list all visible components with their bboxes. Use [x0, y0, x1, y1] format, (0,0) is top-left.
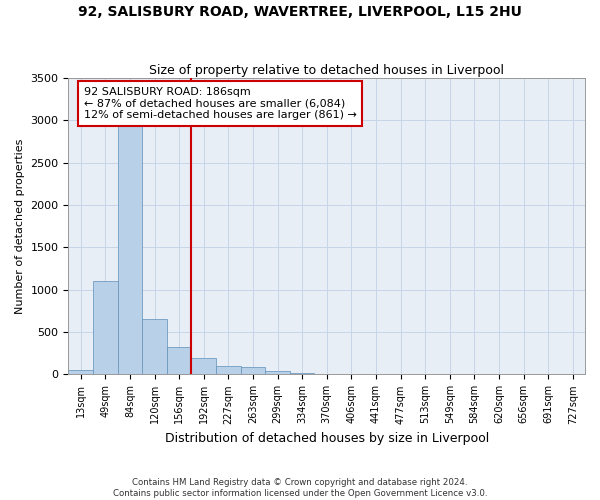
Bar [290, 373, 314, 374]
Text: 92, SALISBURY ROAD, WAVERTREE, LIVERPOOL, L15 2HU: 92, SALISBURY ROAD, WAVERTREE, LIVERPOOL… [78, 5, 522, 19]
Bar [167, 346, 191, 374]
Y-axis label: Number of detached properties: Number of detached properties [15, 138, 25, 314]
Bar [118, 120, 142, 374]
Bar [142, 320, 167, 374]
Bar [191, 358, 216, 374]
Text: Contains HM Land Registry data © Crown copyright and database right 2024.
Contai: Contains HM Land Registry data © Crown c… [113, 478, 487, 498]
Bar [216, 366, 241, 374]
Text: 92 SALISBURY ROAD: 186sqm
← 87% of detached houses are smaller (6,084)
12% of se: 92 SALISBURY ROAD: 186sqm ← 87% of detac… [84, 87, 357, 120]
X-axis label: Distribution of detached houses by size in Liverpool: Distribution of detached houses by size … [164, 432, 489, 445]
Bar [265, 370, 290, 374]
Title: Size of property relative to detached houses in Liverpool: Size of property relative to detached ho… [149, 64, 504, 77]
Bar [241, 367, 265, 374]
Bar [68, 370, 93, 374]
Bar [93, 282, 118, 374]
